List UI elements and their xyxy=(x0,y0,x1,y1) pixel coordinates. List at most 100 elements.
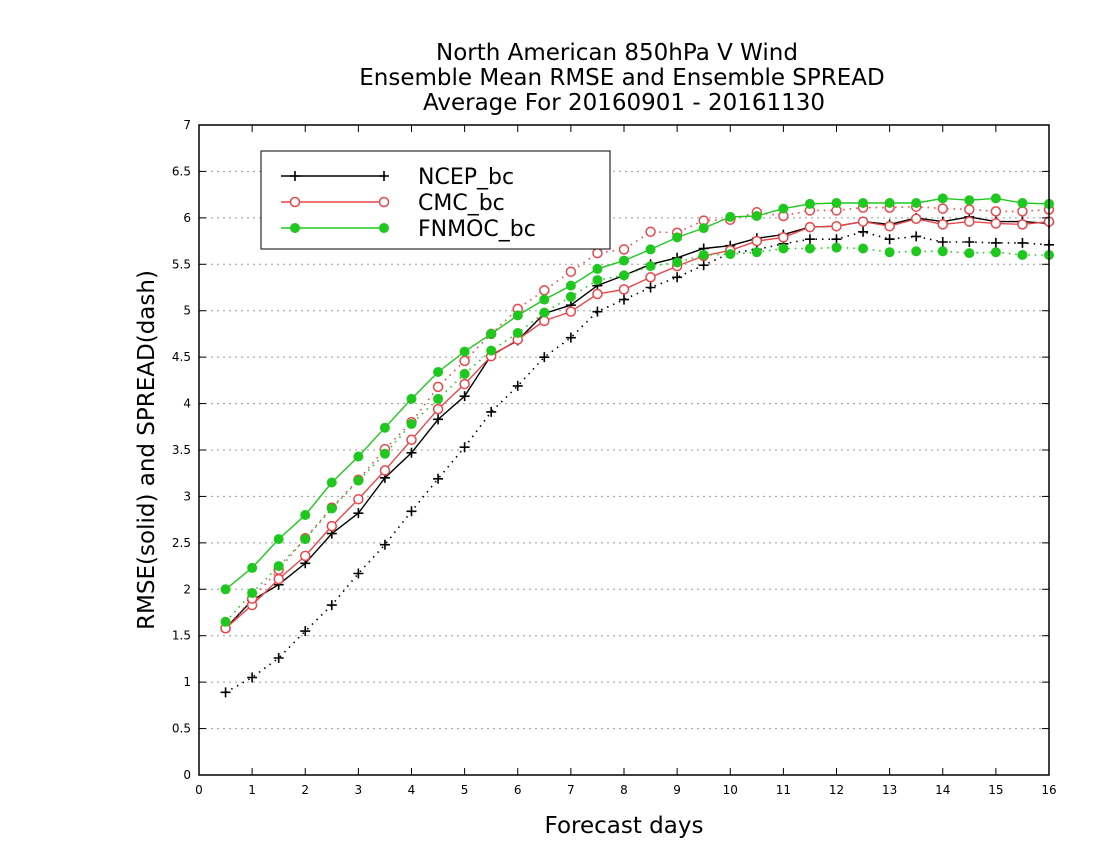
data-point-fnmoc-bc-spread xyxy=(220,616,231,627)
data-point-fnmoc-bc-rmse xyxy=(778,203,789,214)
y-tick-label: 5.5 xyxy=(172,257,191,271)
x-tick-label: 15 xyxy=(988,783,1003,797)
data-point-ncep-bc-spread xyxy=(645,282,656,293)
data-point-ncep-bc-spread xyxy=(379,539,390,550)
data-point-cmc-bc-rmse xyxy=(937,219,948,230)
y-tick-label: 3 xyxy=(183,489,191,503)
data-point-fnmoc-bc-rmse xyxy=(406,393,417,404)
data-point-ncep-bc-spread xyxy=(831,234,842,245)
data-point-fnmoc-bc-spread xyxy=(592,275,603,286)
data-point-fnmoc-bc-rmse xyxy=(672,232,683,243)
series-fnmoc-bc xyxy=(220,193,1054,627)
series-line-fnmoc-bc-rmse xyxy=(225,197,1050,590)
data-point-cmc-bc-rmse xyxy=(884,220,895,232)
data-point-cmc-bc-spread xyxy=(937,203,948,214)
x-tick-label: 8 xyxy=(620,783,628,797)
data-point-fnmoc-bc-spread xyxy=(778,243,789,254)
data-point-fnmoc-bc-spread xyxy=(884,247,895,258)
chart-title-line-1: North American 850hPa V Wind xyxy=(436,40,798,66)
chart-title-line-3: Average For 20160901 - 20161130 xyxy=(423,90,825,116)
data-point-fnmoc-bc-spread xyxy=(273,561,284,572)
legend-box xyxy=(260,150,611,250)
data-point-fnmoc-bc-spread xyxy=(247,588,258,598)
series-group xyxy=(220,193,1055,698)
data-point-fnmoc-bc-spread xyxy=(565,291,576,302)
series-line-fnmoc-bc-spread xyxy=(225,246,1049,623)
data-point-cmc-bc-spread xyxy=(645,226,656,238)
data-point-cmc-bc-rmse xyxy=(459,378,470,390)
data-point-fnmoc-bc-rmse xyxy=(433,367,444,377)
data-point-fnmoc-bc-rmse xyxy=(326,477,337,488)
data-point-fnmoc-bc-spread xyxy=(379,448,390,459)
x-tick-label: 11 xyxy=(776,783,791,797)
data-point-cmc-bc-rmse xyxy=(990,218,1002,229)
data-point-cmc-bc-rmse xyxy=(326,520,338,532)
data-point-ncep-bc-rmse xyxy=(353,508,364,519)
data-point-ncep-bc-spread xyxy=(619,294,629,305)
data-point-fnmoc-bc-rmse xyxy=(751,211,762,221)
data-point-ncep-bc-spread xyxy=(512,380,523,391)
x-tick-label: 7 xyxy=(567,783,575,797)
data-point-ncep-bc-spread xyxy=(672,272,683,283)
data-point-fnmoc-bc-spread xyxy=(858,243,869,254)
data-point-cmc-bc-spread xyxy=(1017,206,1028,217)
data-point-fnmoc-bc-spread xyxy=(300,534,311,545)
data-point-cmc-bc-spread xyxy=(565,266,577,277)
x-tick-label: 4 xyxy=(408,783,416,797)
legend-marker-fnmoc-bc xyxy=(379,223,389,233)
data-point-cmc-bc-spread xyxy=(592,247,603,259)
data-point-cmc-bc-rmse xyxy=(804,221,816,233)
data-point-cmc-bc-rmse xyxy=(592,288,603,300)
data-point-fnmoc-bc-rmse xyxy=(512,310,523,321)
data-point-ncep-bc-spread xyxy=(1017,237,1028,248)
data-point-cmc-bc-rmse xyxy=(964,216,975,227)
data-point-ncep-bc-spread xyxy=(220,687,231,698)
data-point-fnmoc-bc-spread xyxy=(326,503,337,514)
x-tick-label: 12 xyxy=(829,783,844,797)
y-tick-label: 7 xyxy=(183,118,191,132)
data-point-ncep-bc-spread xyxy=(273,653,284,663)
data-point-fnmoc-bc-spread xyxy=(990,247,1001,258)
data-point-cmc-bc-rmse xyxy=(831,220,842,232)
data-point-fnmoc-bc-rmse xyxy=(379,422,390,433)
y-tick-label: 0 xyxy=(183,768,191,782)
data-point-fnmoc-bc-spread xyxy=(619,270,629,281)
data-point-ncep-bc-spread xyxy=(937,237,948,247)
data-point-cmc-bc-rmse xyxy=(1017,219,1028,230)
data-point-fnmoc-bc-rmse xyxy=(990,193,1001,204)
y-tick-label: 6 xyxy=(183,211,191,225)
data-point-ncep-bc-spread xyxy=(964,237,975,247)
x-tick-label: 0 xyxy=(195,783,203,797)
data-point-fnmoc-bc-spread xyxy=(937,246,948,257)
y-tick-label: 1 xyxy=(183,675,191,689)
series-ncep-bc xyxy=(220,211,1054,698)
data-point-ncep-bc-spread xyxy=(858,226,869,237)
data-point-fnmoc-bc-spread xyxy=(645,261,656,272)
y-tick-label: 3.5 xyxy=(172,443,191,457)
data-point-ncep-bc-spread xyxy=(300,626,311,637)
legend-marker-ncep-bc xyxy=(290,171,300,181)
data-point-fnmoc-bc-spread xyxy=(406,419,417,429)
series-line-ncep-bc-rmse xyxy=(225,216,1050,629)
y-tick-label: 1.5 xyxy=(172,629,191,643)
data-point-fnmoc-bc-rmse xyxy=(964,195,975,206)
data-point-ncep-bc-rmse xyxy=(433,414,444,425)
data-point-cmc-bc-spread xyxy=(990,206,1002,217)
data-point-cmc-bc-rmse xyxy=(379,465,391,476)
data-point-fnmoc-bc-spread xyxy=(672,257,683,268)
data-point-ncep-bc-spread xyxy=(990,237,1001,248)
data-point-fnmoc-bc-spread xyxy=(751,247,762,258)
data-point-cmc-bc-rmse xyxy=(406,434,417,446)
data-point-ncep-bc-spread xyxy=(486,406,497,417)
x-tick-label: 5 xyxy=(461,783,469,797)
data-point-fnmoc-bc-rmse xyxy=(858,198,869,208)
data-point-cmc-bc-rmse xyxy=(751,235,763,247)
data-point-cmc-bc-spread xyxy=(964,204,975,215)
y-tick-label: 6.5 xyxy=(172,164,191,178)
data-point-ncep-bc-spread xyxy=(539,352,550,363)
data-point-fnmoc-bc-spread xyxy=(964,248,975,259)
data-point-ncep-bc-spread xyxy=(804,234,815,245)
data-point-cmc-bc-spread xyxy=(618,244,630,255)
data-point-fnmoc-bc-rmse xyxy=(592,263,603,274)
